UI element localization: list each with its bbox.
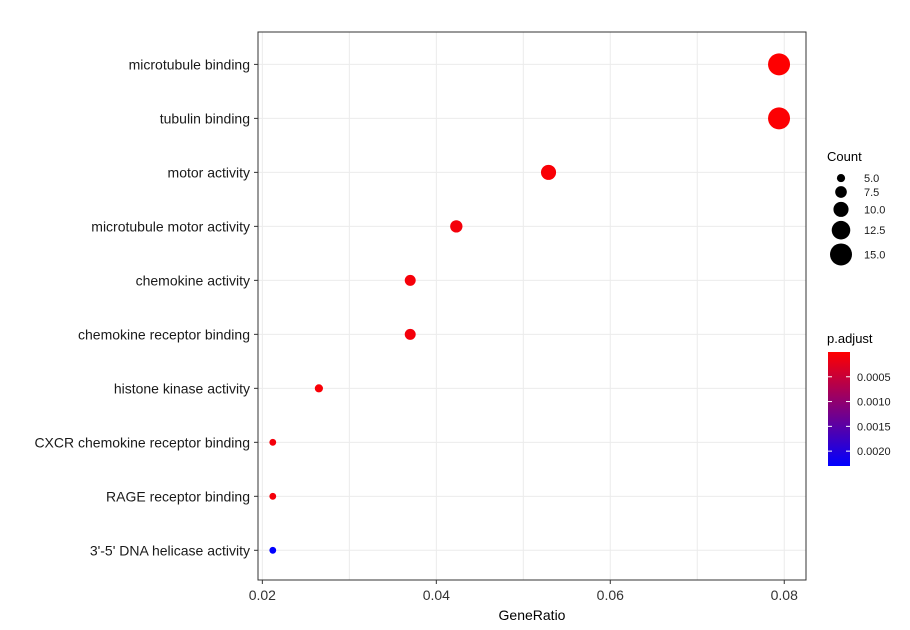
x-tick-label: 0.02 <box>249 587 276 603</box>
colorbar-label: 0.0010 <box>857 397 891 409</box>
category-label: motor activity <box>168 164 250 180</box>
data-points <box>269 53 791 554</box>
count-legend-key <box>830 243 852 266</box>
x-tick-label: 0.04 <box>423 587 450 603</box>
data-point <box>404 328 416 340</box>
x-axis: 0.02 0.04 0.06 0.08 <box>249 580 798 603</box>
x-axis-title: GeneRatio <box>499 607 566 623</box>
category-label: chemokine receptor binding <box>78 326 250 342</box>
count-legend-label: 10.0 <box>864 204 885 216</box>
count-legend-title: Count <box>827 149 862 164</box>
data-point <box>540 164 557 180</box>
x-tick-label: 0.08 <box>771 587 798 603</box>
count-legend-key <box>833 201 849 217</box>
x-tick-label: 0.06 <box>597 587 624 603</box>
plot-panel-border <box>257 31 807 581</box>
data-point <box>404 274 416 286</box>
category-label: RAGE receptor binding <box>106 488 250 504</box>
data-point <box>768 53 791 76</box>
count-legend: Count 5.0 7.5 10.0 12.5 15.0 <box>827 149 885 266</box>
count-legend-label: 15.0 <box>864 249 885 261</box>
p-adjust-legend-title: p.adjust <box>827 331 873 346</box>
category-label: histone kinase activity <box>114 380 250 396</box>
category-label: microtubule motor activity <box>91 218 250 234</box>
data-point <box>269 438 277 446</box>
count-legend-key <box>831 220 851 240</box>
grid <box>258 32 806 580</box>
category-label: tubulin binding <box>160 110 250 126</box>
data-point <box>269 546 277 554</box>
p-adjust-legend: p.adjust 0.0005 0.0010 0.0015 0.0020 <box>827 331 891 466</box>
category-label: 3'-5' DNA helicase activity <box>90 542 250 558</box>
category-axis: microtubule binding tubulin binding motor … <box>34 56 258 558</box>
data-point <box>450 220 463 233</box>
colorbar-label: 0.0005 <box>857 372 891 384</box>
count-legend-label: 5.0 <box>864 173 879 185</box>
colorbar-label: 0.0015 <box>857 421 891 433</box>
category-label: chemokine activity <box>136 272 250 288</box>
count-legend-key <box>835 186 847 198</box>
data-point <box>768 107 791 130</box>
count-legend-key <box>836 174 846 183</box>
data-point <box>314 384 323 393</box>
count-legend-label: 7.5 <box>864 187 879 199</box>
p-adjust-colorbar <box>828 352 850 466</box>
colorbar-label: 0.0020 <box>857 446 891 458</box>
data-point <box>269 492 277 500</box>
category-label: CXCR chemokine receptor binding <box>34 434 250 450</box>
category-label: microtubule binding <box>129 56 250 72</box>
count-legend-label: 12.5 <box>864 225 885 237</box>
